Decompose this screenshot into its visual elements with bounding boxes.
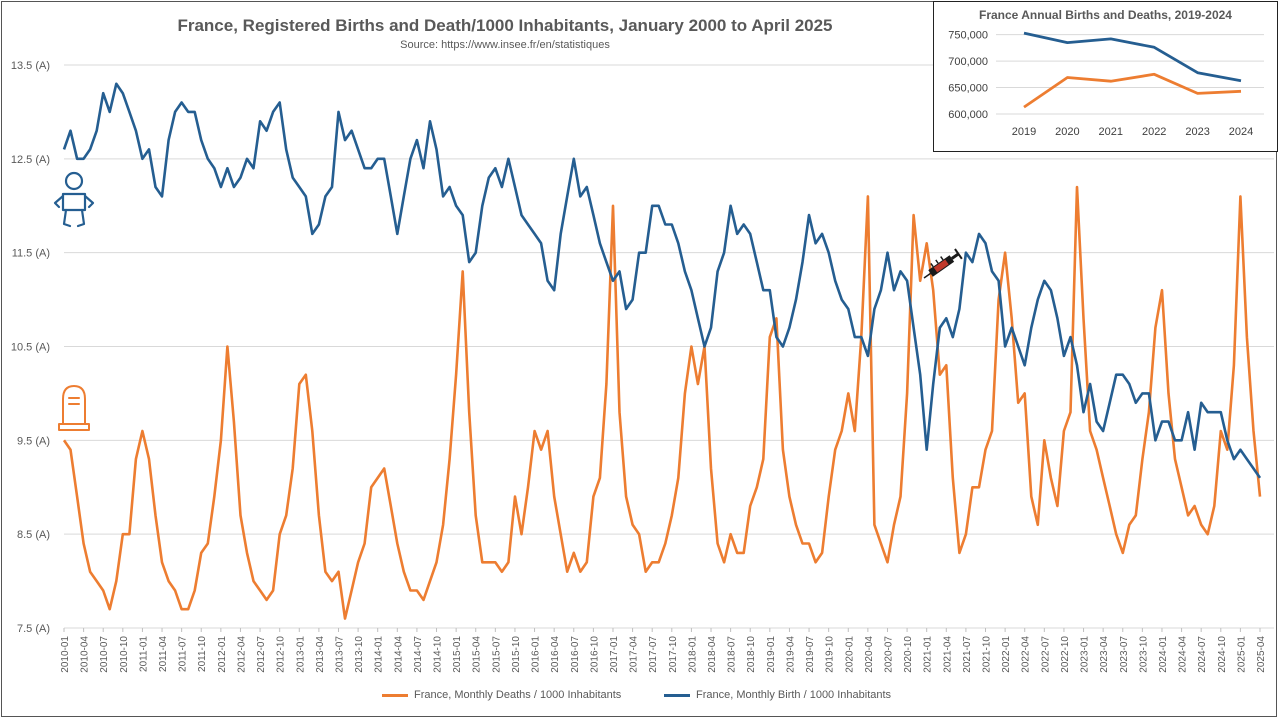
inset-y-tick-label: 650,000 [948, 83, 988, 95]
x-tick-label: 2017-10 [668, 636, 679, 673]
x-tick-label: 2020-07 [883, 636, 894, 673]
y-tick-label: 13.5 (A) [11, 60, 50, 72]
x-tick-label: 2022-07 [1040, 636, 1051, 673]
x-tick-label: 2015-01 [452, 636, 463, 673]
x-tick-label: 2017-01 [609, 636, 620, 673]
x-tick-label: 2014-01 [374, 636, 385, 673]
x-tick-label: 2012-10 [276, 636, 287, 673]
x-tick-label: 2019-07 [805, 636, 816, 673]
series-line-births [62, 82, 1262, 479]
x-tick-label: 2021-07 [962, 636, 973, 673]
x-tick-label: 2018-10 [746, 636, 757, 673]
x-tick-label: 2020-10 [903, 636, 914, 673]
x-tick-label: 2018-04 [707, 636, 718, 673]
inset-x-tick-label: 2020 [1055, 126, 1079, 138]
x-tick-label: 2024-04 [1178, 636, 1189, 673]
x-tick-label: 2010-10 [119, 636, 130, 673]
x-tick-label: 2015-07 [491, 636, 502, 673]
inset-chart-title: France Annual Births and Deaths, 2019-20… [979, 8, 1232, 22]
y-tick-label: 11.5 (A) [12, 248, 50, 260]
x-tick-label: 2011-10 [197, 636, 208, 672]
y-tick-label: 10.5 (A) [11, 342, 50, 354]
x-tick-label: 2012-04 [236, 636, 247, 673]
x-tick-label: 2021-04 [942, 636, 953, 673]
x-tick-label: 2019-04 [785, 636, 796, 673]
inset-x-tick-label: 2024 [1229, 126, 1253, 138]
inset-x-tick-label: 2021 [1099, 126, 1123, 138]
x-tick-label: 2025-01 [1236, 636, 1247, 673]
inset-series-line-deaths [1023, 72, 1242, 109]
x-tick-label: 2013-10 [354, 636, 365, 673]
x-tick-label: 2023-10 [1138, 636, 1149, 673]
inset-series-line-births [1023, 31, 1242, 83]
x-tick-label: 2022-10 [1060, 636, 1071, 673]
x-tick-label: 2010-04 [80, 636, 91, 673]
y-tick-label: 7.5 (A) [17, 623, 50, 635]
inset-x-tick-label: 2019 [1012, 126, 1036, 138]
x-tick-label: 2019-01 [766, 636, 777, 673]
x-tick-label: 2019-10 [825, 636, 836, 673]
legend-label-births: France, Monthly Birth / 1000 Inhabitants [696, 689, 892, 701]
x-tick-label: 2010-07 [99, 636, 110, 673]
x-tick-label: 2016-04 [550, 636, 561, 673]
x-tick-label: 2011-01 [138, 636, 149, 672]
x-tick-label: 2024-01 [1158, 636, 1169, 673]
inset-chart: France Annual Births and Deaths, 2019-20… [933, 1, 1278, 152]
x-tick-label: 2018-01 [687, 636, 698, 673]
x-tick-label: 2016-07 [570, 636, 581, 673]
legend-swatch-births [664, 693, 690, 697]
inset-x-tick-label: 2023 [1185, 126, 1209, 138]
x-tick-label: 2024-07 [1197, 636, 1208, 673]
x-tick-label: 2011-07 [178, 636, 189, 672]
inset-x-tick-label: 2022 [1142, 126, 1166, 138]
legend-swatch-deaths [382, 693, 408, 697]
y-tick-label: 9.5 (A) [17, 435, 50, 447]
y-tick-label: 12.5 (A) [11, 154, 50, 166]
legend-item-deaths: France, Monthly Deaths / 1000 Inhabitant… [382, 689, 621, 701]
tombstone-icon [58, 385, 90, 431]
inset-y-tick-label: 600,000 [948, 109, 988, 121]
x-tick-label: 2021-10 [982, 636, 993, 673]
x-tick-label: 2010-01 [60, 636, 71, 673]
x-tick-label: 2013-01 [295, 636, 306, 673]
x-tick-label: 2020-01 [844, 636, 855, 673]
inset-chart-plot: 600,000 650,000 700,000 750,000 2019 2020 202… [948, 30, 1264, 138]
x-tick-label: 2020-04 [864, 636, 875, 673]
x-tick-label: 2025-04 [1256, 636, 1267, 673]
x-tick-label: 2013-07 [334, 636, 345, 673]
x-tick-label: 2014-10 [433, 636, 444, 673]
x-tick-label: 2024-10 [1217, 636, 1228, 673]
inset-y-tick-label: 700,000 [948, 56, 988, 68]
x-tick-label: 2015-04 [472, 636, 483, 673]
x-tick-label: 2014-04 [393, 636, 404, 673]
x-tick-label: 2017-04 [629, 636, 640, 673]
x-tick-label: 2014-07 [413, 636, 424, 673]
x-tick-label: 2015-10 [511, 636, 522, 673]
x-tick-label: 2022-04 [1021, 636, 1032, 673]
x-tick-label: 2018-07 [727, 636, 738, 673]
x-tick-label: 2022-01 [1001, 636, 1012, 673]
x-tick-label: 2016-01 [531, 636, 542, 673]
x-tick-label: 2021-01 [923, 636, 934, 673]
baby-icon [53, 171, 95, 228]
x-tick-label: 2023-07 [1119, 636, 1130, 673]
y-tick-label: 8.5 (A) [17, 529, 50, 541]
x-tick-label: 2013-04 [315, 636, 326, 673]
syringe-icon [923, 248, 963, 279]
x-tick-label: 2011-04 [158, 636, 169, 672]
series-line-deaths [62, 185, 1262, 620]
x-tick-label: 2023-01 [1080, 636, 1091, 673]
x-tick-label: 2017-07 [648, 636, 659, 673]
legend-label-deaths: France, Monthly Deaths / 1000 Inhabitant… [414, 689, 622, 701]
chart-title: France, Registered Births and Death/1000… [177, 16, 833, 35]
x-tick-label: 2016-10 [589, 636, 600, 673]
inset-y-tick-label: 750,000 [948, 30, 988, 42]
x-tick-label: 2012-01 [217, 636, 228, 673]
x-tick-label: 2012-07 [256, 636, 267, 673]
chart-subtitle: Source: https://www.insee.fr/en/statisti… [400, 39, 610, 51]
x-tick-label: 2023-04 [1099, 636, 1110, 673]
legend-item-births: France, Monthly Birth / 1000 Inhabitants [664, 689, 891, 701]
